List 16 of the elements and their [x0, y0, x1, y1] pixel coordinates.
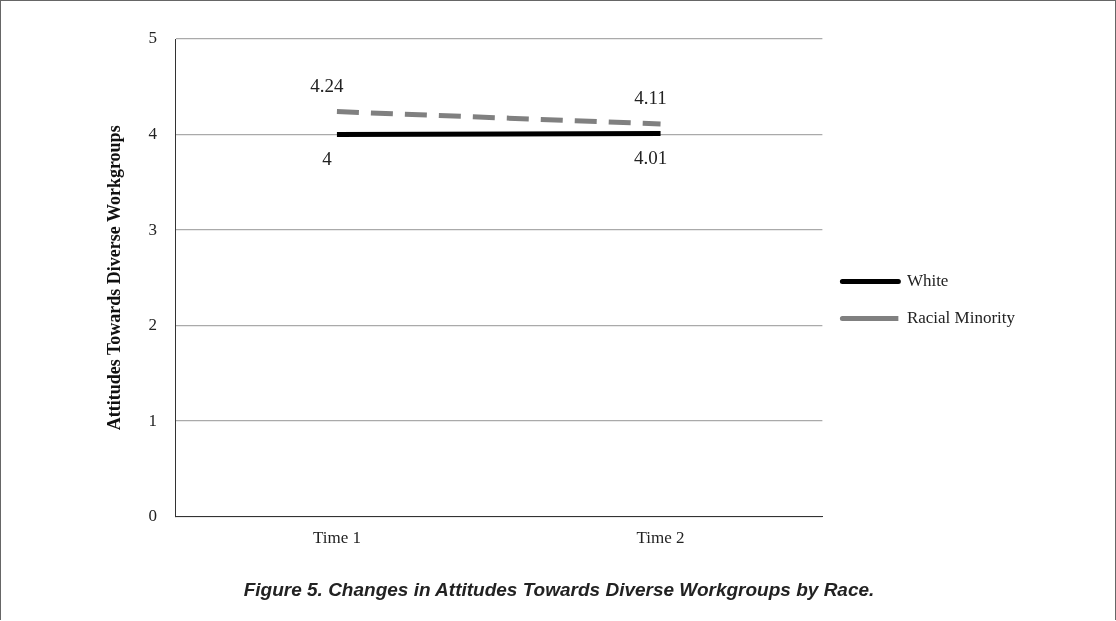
data-label: 4.01	[633, 146, 668, 168]
data-label: 4.11	[634, 87, 667, 109]
y-tick-label: 0	[148, 506, 158, 526]
y-tick-label: 2	[148, 315, 158, 335]
legend-label: Racial Minority	[906, 307, 1016, 327]
caption: Figure 5. Changes in Attitudes Towards Diverse Workgroups by Race.	[242, 579, 876, 601]
legend-label: White	[906, 270, 949, 290]
y-axis-title: Attitudes Towards Diverse Workgroups	[104, 125, 125, 431]
y-tick-label: 1	[148, 410, 158, 430]
y-tick-label: 4	[148, 123, 158, 143]
data-label: 4.24	[310, 74, 345, 96]
x-tick-label: Time 2	[636, 528, 685, 548]
y-tick-label: 3	[148, 219, 158, 239]
y-tick-label: 5	[148, 28, 158, 48]
x-tick-label: Time 1	[312, 528, 361, 548]
data-label: 4	[322, 147, 333, 169]
